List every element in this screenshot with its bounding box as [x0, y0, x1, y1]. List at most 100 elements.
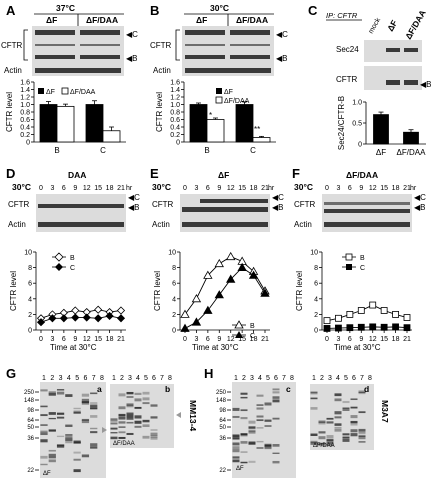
- smear-Gb-lane-5-band-2: [150, 429, 158, 431]
- chart-D-xtick-label-7: 21: [117, 336, 125, 343]
- chart-C-xcat-0: ΔF: [376, 148, 386, 157]
- lanes-Gb-6: 7: [160, 375, 164, 382]
- smear-Hd-lane-0-band-0: [310, 407, 318, 410]
- lanes-Hc-3: 4: [258, 375, 262, 382]
- mw-G-6: 22: [27, 468, 34, 474]
- lanes-Gb-1: 2: [120, 375, 124, 382]
- smear-Hd-lane-5-band-5: [350, 406, 358, 409]
- smear-Hd-lane-6-band-6: [358, 392, 366, 395]
- smear-Hc-lane-2-band-7: [248, 460, 256, 463]
- chart-E-ytick-label-5: 10: [168, 250, 176, 257]
- tl-F-2: 6: [348, 185, 352, 192]
- smear-Hc-lane-2-band-6: [248, 427, 256, 430]
- panel-e-row-cftr: CFTR: [152, 200, 174, 209]
- smear-Hc-lane-2-band-1: [248, 420, 256, 424]
- panel-c-ip: IP: CFTR: [326, 11, 358, 20]
- chart-F-series-1-point-7: [403, 324, 411, 332]
- panel-e-arrow-c: ◀C: [272, 193, 284, 202]
- panel-d-arrow-c: ◀C: [128, 193, 140, 202]
- chart-F-series-1-point-0: [323, 325, 331, 332]
- smear-Hd-lane-3-band-0: [334, 416, 342, 419]
- smear-Ga-lane-1-band-4: [48, 453, 56, 457]
- panel-g-label-a: ΔF: [43, 471, 51, 477]
- smear-Ga-lane-5-band-6: [81, 400, 90, 404]
- panel-label-a: A: [6, 3, 16, 18]
- smear-Gb-lane-1-band-5: [118, 421, 126, 424]
- lanes-Hd-5: 6: [352, 375, 356, 382]
- panel-e: E ΔF 30°C 0 3 6 9 12 15 18 21 hr CFTR Actin ◀C …: [150, 166, 284, 352]
- smear-Gb-lane-0-band-2: [110, 423, 118, 425]
- chart-D-xtick-label-3: 9: [73, 336, 77, 343]
- smear-Gb-lane-0-band-4: [110, 432, 118, 434]
- smear-Hc-lane-3-band-2: [256, 427, 264, 429]
- smear-Ga-lane-3-band-2: [65, 440, 73, 444]
- lanes-Hd-7: 8: [368, 375, 372, 382]
- smear-Hd-lane-6-band-7: [358, 441, 366, 443]
- chart-A-bar-0-0: [39, 104, 58, 143]
- smear-Hd-lane-3-band-4: [334, 411, 342, 415]
- chart-C-ytick-label-1: 0.5: [352, 121, 362, 128]
- smear-Gb-lane-3-band-2: [134, 425, 142, 428]
- chart-D-ytick-label-3: 6: [28, 281, 32, 288]
- smear-Gb-lane-2-band-8: [126, 405, 134, 408]
- chart-E-xtick-label-5: 15: [238, 336, 246, 343]
- panel-a-col-df: ΔF: [46, 15, 57, 25]
- smear-Ga-lane-2-band-6: [56, 444, 65, 447]
- chart-A-ylabel: CFTR level: [5, 92, 14, 132]
- panel-d-legend-b: B: [70, 255, 75, 262]
- chart-a: 00.20.40.60.81.01.21.41.6 CFTR level B C: [5, 80, 126, 155]
- smear-Hd-lane-5-band-6: [350, 422, 358, 426]
- smear-Hc-lane-4-band-0: [264, 446, 272, 450]
- chart-F-series-1-point-2: [346, 324, 354, 332]
- chart-E-series-1-point-0: [180, 323, 190, 332]
- chart-E-ytick-label-2: 4: [172, 296, 176, 303]
- chart-F-ytick-label-5: 10: [310, 250, 318, 257]
- panel-b-legend-dfdaa: ΔF/DAA: [224, 98, 250, 105]
- smear-Gb-lane-2-band-7: [126, 414, 134, 417]
- smear-Gb-lane-3-band-5: [134, 420, 142, 424]
- smear-Hc-lane-2-band-4: [248, 441, 256, 444]
- panel-g-antibody: MM13-4: [188, 400, 198, 431]
- smear-Hc-lane-1-band-5: [240, 392, 248, 395]
- lanes-Ga-7: 8: [100, 375, 104, 382]
- chart-B-ytick-label-2: 0.4: [170, 125, 180, 132]
- smear-Ga-lane-6-band-6: [90, 407, 98, 409]
- smear-Hd-lane-0-band-5: [310, 397, 318, 400]
- smear-Hd-lane-6-band-3: [358, 432, 366, 435]
- smear-Hd-lane-2-band-4: [326, 439, 334, 442]
- chart-B-xcat-1: C: [250, 146, 256, 155]
- panel-f-title: ΔF/DAA: [346, 170, 378, 180]
- smear-Hd-lane-4-band-4: [342, 400, 350, 404]
- tl-E-5: 15: [238, 185, 246, 192]
- smear-Hd-lane-4-band-0: [342, 409, 350, 411]
- panel-d: D DAA 30°C 0 3 6 9 12 15 18 21 hr CFTR Actin ◀C…: [6, 166, 140, 352]
- smear-Hc-lane-1-band-8: [240, 461, 248, 464]
- chart-A-bar-0-1: [56, 105, 75, 143]
- smear-Gb-lane-2-band-6: [126, 416, 134, 420]
- panel-d-time-labels: 0 3 6 9 12 15 18 21: [39, 185, 125, 192]
- panel-a-row-cftr: CFTR: [1, 41, 23, 50]
- panel-b-legend: ΔF ΔF/DAA: [215, 88, 250, 105]
- panel-f-row-actin: Actin: [294, 220, 312, 229]
- chart-D-xtick-label-5: 15: [94, 336, 102, 343]
- smear-Hd-lane-3-band-7: [334, 394, 342, 396]
- smear-Hc-lane-1-band-7: [240, 409, 248, 412]
- chart-E-series-0-point-0: [180, 309, 190, 318]
- smear-Ga-lane-4-band-5: [73, 412, 81, 414]
- chart-A-bar-1-1: [102, 130, 121, 143]
- smear-Ga-lane-1-band-7: [48, 449, 56, 452]
- chart-D-xtick-label-0: 0: [39, 336, 43, 343]
- panel-label-g: G: [6, 366, 16, 381]
- chart-A-ytick-label-2: 0.4: [20, 125, 30, 132]
- smear-Hd-lane-0-band-6: [310, 391, 318, 393]
- smear-Gb-lane-4-band-5: [142, 419, 150, 422]
- smear-Ga-lane-1-band-1: [48, 391, 56, 395]
- smear-Ga-lane-2-band-2: [56, 416, 65, 419]
- panel-g-a-arrow: [102, 427, 107, 433]
- smear-Gb-lane-4-band-6: [142, 424, 150, 427]
- tl-F-1: 3: [336, 185, 340, 192]
- smear-Gb-lane-1-band-4: [118, 426, 126, 428]
- chart-E-series-1-point-3: [214, 290, 224, 299]
